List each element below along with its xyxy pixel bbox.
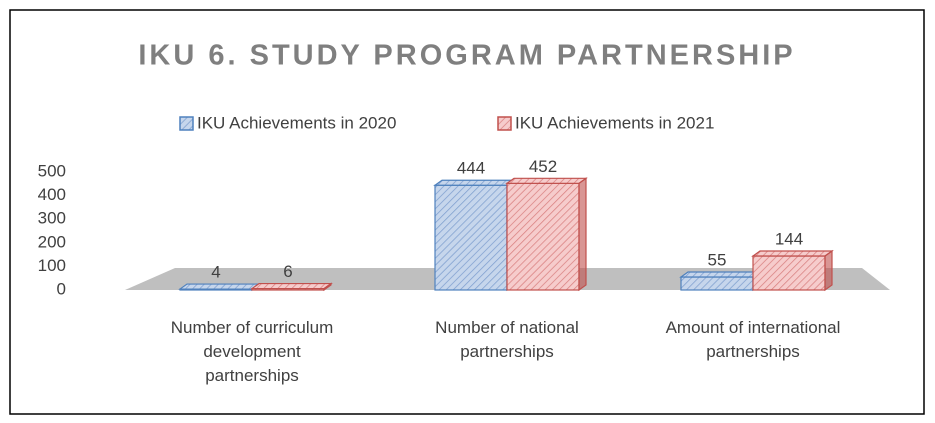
bar xyxy=(752,255,826,291)
legend-swatch xyxy=(497,116,512,131)
data-label: 452 xyxy=(529,157,557,176)
data-label: 6 xyxy=(283,262,292,281)
bar-top xyxy=(433,179,516,186)
data-label: 55 xyxy=(708,251,727,270)
x-tick-label: Number of curriculum development partner… xyxy=(170,318,334,385)
bar-side xyxy=(578,177,587,292)
y-tick-label: 100 xyxy=(38,256,66,275)
chart-title: IKU 6. STUDY PROGRAM PARTNERSHIP xyxy=(138,40,795,72)
bar-top xyxy=(505,177,588,184)
y-tick-label: 400 xyxy=(38,185,66,204)
y-tick-label: 300 xyxy=(38,209,66,228)
bar xyxy=(506,182,580,291)
y-tick-label: 0 xyxy=(57,279,66,298)
bar-top xyxy=(751,250,834,257)
legend-label: IKU Achievements in 2020 xyxy=(197,113,396,132)
legend-label: IKU Achievements in 2021 xyxy=(515,113,714,132)
bar-top xyxy=(679,271,762,278)
y-tick-label: 200 xyxy=(38,232,66,251)
x-tick-label: Amount of international partnerships xyxy=(665,318,841,361)
data-label: 444 xyxy=(457,159,485,178)
bar-top xyxy=(250,282,333,290)
bar-top xyxy=(178,283,261,290)
bar-side xyxy=(824,249,833,292)
y-tick-label: 500 xyxy=(38,161,66,180)
bar xyxy=(680,276,754,291)
bar-side xyxy=(323,282,332,292)
data-label: 144 xyxy=(775,230,803,249)
bar xyxy=(434,184,508,291)
x-tick-label: Number of national partnerships xyxy=(435,318,579,361)
legend-swatch xyxy=(179,116,194,131)
data-label: 4 xyxy=(211,263,220,282)
